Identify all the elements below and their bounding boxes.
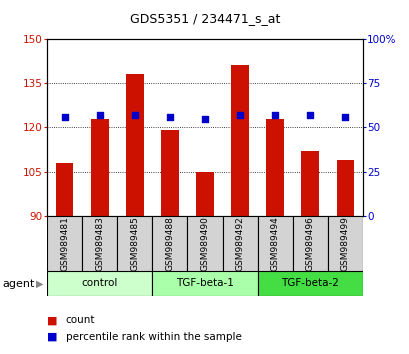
Point: [96, 112, 103, 118]
Point: [61, 114, 68, 120]
Bar: [82, 216, 117, 271]
Bar: [222, 216, 257, 271]
Point: [271, 112, 278, 118]
Bar: [161, 130, 178, 216]
Bar: [266, 119, 283, 216]
Text: GSM989494: GSM989494: [270, 216, 279, 271]
Text: percentile rank within the sample: percentile rank within the sample: [65, 332, 241, 342]
Text: control: control: [81, 278, 118, 288]
Bar: [187, 216, 222, 271]
Text: GSM989483: GSM989483: [95, 216, 104, 271]
Text: GSM989496: GSM989496: [305, 216, 314, 271]
Text: TGF-beta-2: TGF-beta-2: [281, 278, 338, 288]
Text: count: count: [65, 315, 95, 325]
Point: [341, 114, 348, 120]
Text: ■: ■: [47, 315, 58, 325]
Bar: [301, 151, 318, 216]
Text: ■: ■: [47, 332, 58, 342]
Bar: [336, 160, 353, 216]
Point: [131, 112, 138, 118]
Point: [166, 114, 173, 120]
Bar: [126, 74, 143, 216]
Bar: [47, 216, 82, 271]
Bar: [117, 216, 152, 271]
Point: [201, 116, 208, 121]
Bar: [152, 216, 187, 271]
Text: GSM989485: GSM989485: [130, 216, 139, 271]
Text: TGF-beta-1: TGF-beta-1: [175, 278, 234, 288]
Text: GSM989488: GSM989488: [165, 216, 174, 271]
Text: GSM989481: GSM989481: [60, 216, 69, 271]
Point: [236, 112, 243, 118]
Point: [306, 112, 313, 118]
Bar: [327, 216, 362, 271]
Bar: [196, 172, 213, 216]
Text: agent: agent: [2, 279, 34, 289]
Bar: [47, 271, 152, 296]
Text: GSM989499: GSM989499: [340, 216, 349, 271]
Text: GSM989490: GSM989490: [200, 216, 209, 271]
Text: GDS5351 / 234471_s_at: GDS5351 / 234471_s_at: [130, 12, 279, 25]
Bar: [231, 65, 248, 216]
Bar: [152, 271, 257, 296]
Text: ▶: ▶: [36, 279, 43, 289]
Bar: [257, 216, 292, 271]
Bar: [292, 216, 327, 271]
Bar: [257, 271, 362, 296]
Bar: [91, 119, 108, 216]
Bar: [56, 163, 73, 216]
Text: GSM989492: GSM989492: [235, 216, 244, 271]
